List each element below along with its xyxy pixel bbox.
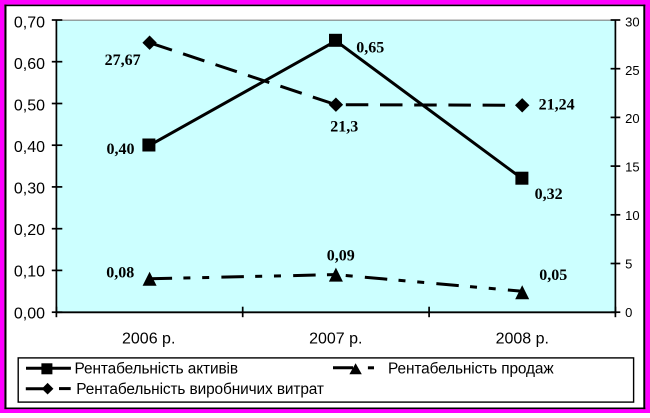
svg-text:0,20: 0,20 xyxy=(14,222,45,239)
svg-text:2008 р.: 2008 р. xyxy=(496,330,549,347)
svg-text:0,05: 0,05 xyxy=(539,267,567,284)
svg-text:21,3: 21,3 xyxy=(330,118,358,135)
svg-text:0,65: 0,65 xyxy=(356,40,384,57)
svg-text:0,40: 0,40 xyxy=(14,139,45,156)
svg-text:0,50: 0,50 xyxy=(14,98,45,115)
svg-text:0,09: 0,09 xyxy=(327,248,355,265)
svg-text:Рентабельність активів: Рентабельність активів xyxy=(75,361,238,378)
svg-text:27,67: 27,67 xyxy=(105,52,141,69)
svg-text:10: 10 xyxy=(625,208,639,223)
svg-text:25: 25 xyxy=(625,63,639,78)
svg-text:30: 30 xyxy=(625,14,639,29)
svg-text:0,08: 0,08 xyxy=(106,265,134,282)
svg-text:0,40: 0,40 xyxy=(107,141,135,158)
svg-text:0,30: 0,30 xyxy=(14,181,45,198)
svg-text:0,32: 0,32 xyxy=(535,186,563,203)
svg-text:21,24: 21,24 xyxy=(539,96,575,113)
svg-text:0,70: 0,70 xyxy=(14,15,45,32)
svg-text:2007 р.: 2007 р. xyxy=(309,330,362,347)
svg-text:2006 р.: 2006 р. xyxy=(122,330,175,347)
svg-text:0,10: 0,10 xyxy=(14,264,45,281)
svg-text:0,60: 0,60 xyxy=(14,56,45,73)
svg-text:0: 0 xyxy=(625,305,632,320)
svg-text:Рентабельність продаж: Рентабельність продаж xyxy=(388,361,554,378)
svg-text:Рентабельність виробничих витр: Рентабельність виробничих витрат xyxy=(76,381,324,398)
svg-text:15: 15 xyxy=(625,160,639,175)
svg-text:5: 5 xyxy=(625,257,632,272)
svg-text:0,00: 0,00 xyxy=(14,305,45,322)
svg-text:20: 20 xyxy=(625,111,639,126)
